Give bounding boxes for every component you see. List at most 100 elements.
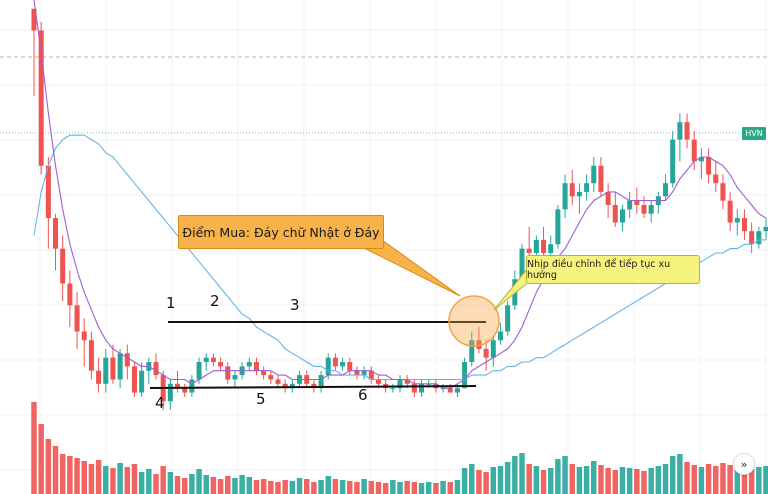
volume-bar (662, 464, 669, 494)
candle-body (663, 183, 669, 197)
volume-bar (490, 467, 497, 494)
volume-bar (756, 467, 762, 494)
volume-bar (447, 482, 453, 494)
candle-body (117, 353, 123, 380)
volume-bar (67, 456, 73, 494)
candle-body (749, 231, 755, 245)
volume-bar (95, 460, 102, 494)
candle-body (497, 331, 503, 341)
volume-bar (433, 483, 439, 494)
pivot-label-3: 3 (290, 296, 300, 314)
candle-body (727, 200, 733, 223)
candle-body (598, 165, 604, 192)
volume-bar (38, 424, 44, 494)
candle-body (253, 362, 259, 371)
candle-body (81, 331, 87, 341)
volume-bar (669, 456, 676, 494)
candle-body (131, 366, 137, 393)
volume-bar (591, 461, 597, 494)
candle-body (53, 218, 59, 249)
volume-bar (354, 482, 360, 494)
candle-body (210, 357, 216, 363)
volume-bar (512, 456, 518, 494)
candle-body (196, 362, 202, 380)
volume-bar (311, 482, 317, 494)
volume-bar (641, 471, 647, 494)
candle-body (182, 388, 188, 393)
volume-bar (368, 481, 375, 494)
volume-bar (763, 466, 768, 494)
volume-bar (124, 467, 131, 494)
candle-body (670, 139, 676, 184)
volume-bar (540, 470, 547, 494)
ticker-price-tag: HVN (742, 127, 766, 140)
candle-body (612, 205, 618, 223)
volume-bar (131, 464, 138, 494)
candle-body (677, 122, 683, 140)
volume-bar (404, 481, 410, 494)
volume-bar (576, 467, 583, 494)
candle-body (483, 348, 489, 358)
volume-bar (748, 469, 755, 494)
candle-body (741, 218, 747, 232)
pivot-label-4: 4 (155, 394, 165, 412)
candle-body (756, 231, 762, 245)
volume-bar (454, 480, 461, 494)
candle-body (454, 388, 460, 393)
candle-body (490, 340, 496, 358)
candle-body (340, 362, 346, 367)
candle-body (268, 375, 274, 380)
candle-body (569, 183, 575, 197)
candle-body (88, 340, 94, 371)
candle-body (139, 370, 145, 393)
candle-body (275, 379, 281, 384)
buy-point-callout: Điểm Mua: Đáy chữ Nhật ở Đáy (178, 215, 384, 249)
support-line (149, 385, 477, 389)
candle-body (720, 183, 726, 201)
candle-body (375, 379, 381, 384)
volume-bar (275, 482, 281, 494)
volume-bar (612, 470, 619, 494)
volume-bar (225, 476, 231, 494)
volume-bar (684, 462, 690, 494)
volume-bar (504, 462, 511, 494)
volume-bar (232, 478, 238, 494)
pivot-label-2: 2 (210, 292, 220, 310)
volume-bar (418, 483, 425, 494)
volume-bar (246, 477, 253, 494)
volume-bar (181, 478, 188, 494)
volume-bar (562, 456, 568, 494)
volume-bar (555, 459, 561, 494)
candle-body (648, 205, 654, 214)
volume-bar (713, 466, 719, 494)
volume-bar (411, 482, 418, 494)
volume-bar (533, 466, 540, 494)
candle-body (354, 370, 360, 376)
volume-bar (720, 463, 726, 494)
volume-bar (634, 469, 640, 494)
volume-bar (203, 475, 209, 494)
volume-bar (425, 482, 432, 494)
volume-bar (698, 467, 705, 494)
volume-bar (160, 466, 166, 494)
volume-bar (289, 481, 296, 494)
volume-bar (210, 477, 217, 494)
candle-body (189, 379, 195, 393)
candle-body (282, 383, 288, 389)
candle-body (96, 370, 102, 384)
scroll-to-realtime-button[interactable]: » (733, 453, 755, 475)
pullback-circle (448, 295, 500, 347)
candle-body (246, 362, 252, 367)
candle-body (74, 305, 80, 332)
candle-body (576, 191, 582, 197)
candle-body (763, 226, 768, 232)
volume-bar (260, 479, 267, 494)
volume-bar (397, 482, 403, 494)
candle-body (390, 388, 396, 390)
pivot-label-5: 5 (256, 390, 266, 408)
volume-bar (583, 466, 590, 494)
volume-bar (677, 454, 683, 494)
candle-body (505, 305, 511, 332)
volume-bar (45, 439, 52, 494)
volume-bar (88, 464, 95, 494)
